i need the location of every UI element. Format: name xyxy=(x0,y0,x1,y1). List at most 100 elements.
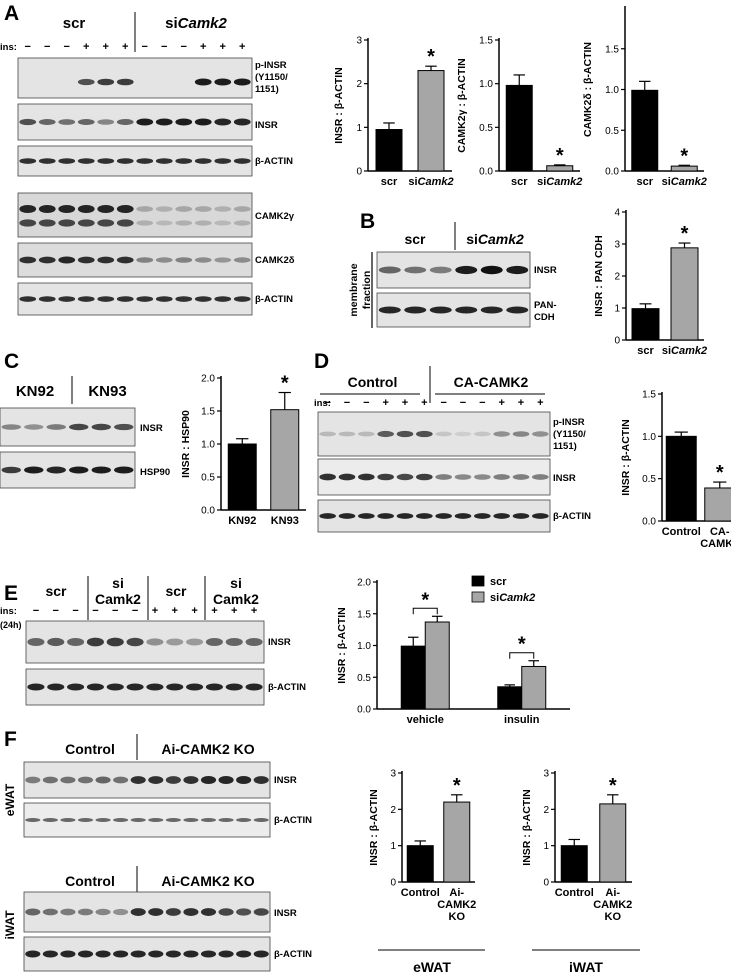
band xyxy=(77,204,95,214)
tissue-caption-iwat: iWAT xyxy=(569,959,603,975)
blot-membrane xyxy=(17,242,253,278)
group-label-si: si xyxy=(112,575,124,591)
panel-letter-d: D xyxy=(314,350,329,373)
band xyxy=(396,513,414,519)
band xyxy=(493,474,510,480)
ins-sign: − xyxy=(44,41,50,53)
blot-camk2g xyxy=(17,192,253,238)
y-tick-label: 0.0 xyxy=(642,517,656,528)
band xyxy=(116,78,134,86)
chart-b1: 0 1 2 3 4 INSR : PAN CDH scr * siCamk2 xyxy=(593,208,707,358)
y-tick-label: 0.0 xyxy=(605,167,619,178)
blot-membrane xyxy=(317,499,551,533)
band xyxy=(136,206,154,212)
ins-sign: + xyxy=(220,41,226,53)
band xyxy=(214,296,232,302)
band xyxy=(454,431,472,437)
significance-star: * xyxy=(421,589,429,611)
group-label-camk2: Camk2 xyxy=(213,591,259,607)
blot-label: INSR xyxy=(553,473,576,484)
band xyxy=(19,296,37,302)
band xyxy=(60,908,76,916)
blot-label: HSP90 xyxy=(140,467,170,478)
band xyxy=(146,638,164,646)
ins-sign: + xyxy=(211,605,217,617)
band xyxy=(166,638,184,646)
y-tick-label: 1.0 xyxy=(357,641,371,652)
blot-label-p-insr: p-INSR xyxy=(255,60,287,71)
blot-beta-actin xyxy=(23,936,271,972)
bar xyxy=(270,409,300,511)
y-tick-label: 0 xyxy=(614,336,620,347)
ins-sign: + xyxy=(421,397,427,409)
chart-a3: 0.0 0.5 1.0 1.5 CAMK2δ : β-ACTIN scr * siCamk2 xyxy=(582,6,707,188)
bar xyxy=(505,84,533,172)
band xyxy=(38,296,56,302)
band xyxy=(116,296,134,302)
ins-sign: + xyxy=(231,605,237,617)
band xyxy=(130,776,146,784)
blot-beta-actin-2 xyxy=(17,282,253,316)
ins-sign: − xyxy=(92,605,98,617)
band xyxy=(194,257,212,263)
band xyxy=(253,818,269,822)
x-tick-label: CAMK2 xyxy=(700,538,731,550)
band xyxy=(236,775,252,785)
band xyxy=(358,431,375,437)
band xyxy=(396,473,414,481)
band xyxy=(114,423,134,431)
bar xyxy=(227,443,257,511)
band xyxy=(77,818,94,822)
band xyxy=(194,78,212,86)
band xyxy=(47,637,65,647)
ins-sign: + xyxy=(239,41,245,53)
blot-label-p-insr: 1151) xyxy=(255,84,279,95)
blot-label: INSR xyxy=(534,265,557,276)
band xyxy=(130,908,146,916)
band xyxy=(236,950,252,958)
blot-label: CAMK2δ xyxy=(255,255,295,266)
band xyxy=(106,683,124,691)
blot-membrane xyxy=(17,57,253,99)
band xyxy=(116,219,134,227)
group-label-control: Control xyxy=(65,873,115,889)
ins-label: ins: xyxy=(0,606,17,617)
ins-sign: + xyxy=(537,397,543,409)
band xyxy=(175,206,193,212)
band xyxy=(42,950,58,958)
band xyxy=(506,265,529,275)
band xyxy=(194,158,212,164)
chart-c1: 0.0 0.5 1.0 1.5 2.0 INSR : HSP90 KN92 * KN93 xyxy=(180,373,306,527)
band xyxy=(183,776,199,784)
x-tick-label: insulin xyxy=(504,714,540,726)
ins-sign: + xyxy=(382,397,388,409)
ins-sign: + xyxy=(103,41,109,53)
band xyxy=(253,776,269,784)
band xyxy=(319,513,336,519)
band xyxy=(113,908,129,916)
band xyxy=(25,776,41,784)
band xyxy=(253,950,269,958)
significance-bracket: * xyxy=(509,634,535,659)
band xyxy=(186,683,204,691)
x-tick-label: Control xyxy=(555,887,594,899)
band xyxy=(113,776,129,784)
y-axis-label: INSR : PAN CDH xyxy=(593,235,605,316)
y-axis-label: INSR : β-ACTIN xyxy=(336,607,348,683)
legend-label: siCamk2 xyxy=(490,592,535,604)
band xyxy=(25,818,41,822)
ins-sign: − xyxy=(142,41,148,53)
ins-sign: + xyxy=(122,41,128,53)
panel-letter-c: C xyxy=(4,350,19,373)
group-label-control: Control xyxy=(65,741,115,757)
band xyxy=(97,78,115,86)
band xyxy=(214,257,232,263)
band xyxy=(58,204,76,214)
y-tick-label: 1.0 xyxy=(479,79,493,90)
ins-sign: − xyxy=(64,41,70,53)
band xyxy=(435,431,452,437)
band xyxy=(113,818,129,822)
